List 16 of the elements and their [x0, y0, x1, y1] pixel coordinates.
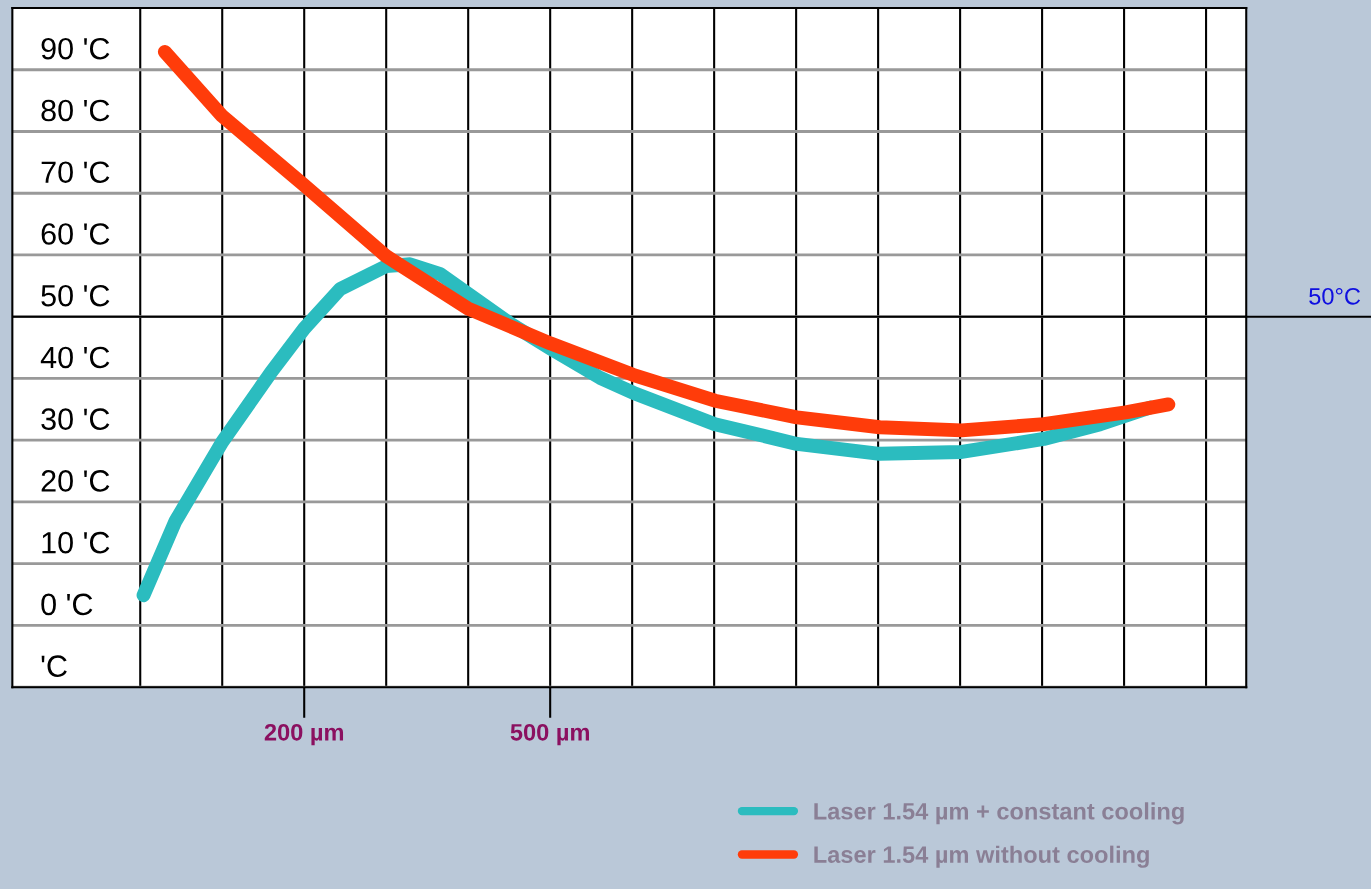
x-tick-label: 200 µm	[264, 723, 344, 746]
y-tick-label: 30 'C	[41, 408, 110, 431]
y-tick-label: 80 'C	[41, 99, 110, 122]
legend-label: Laser 1.54 µm without cooling	[814, 845, 1149, 868]
y-tick-label: 20 'C	[41, 470, 110, 492]
ref-line-label: 50°C	[1309, 287, 1361, 305]
y-tick-label: 70 'C	[41, 161, 110, 184]
y-tick-label: 90 'C	[41, 37, 110, 60]
y-tick-label: 'C	[41, 655, 67, 677]
y-tick-label: 40 'C	[40, 346, 110, 369]
y-tick-label: 10 'C	[42, 531, 110, 554]
x-tick-label: 500 µm	[510, 723, 589, 746]
y-tick-label: 0 'C	[41, 593, 93, 616]
y-tick-label: 60 'C	[41, 223, 110, 245]
y-tick-label: 50 'C	[41, 284, 110, 307]
legend-label: Laser 1.54 µm + constant cooling	[814, 802, 1184, 825]
